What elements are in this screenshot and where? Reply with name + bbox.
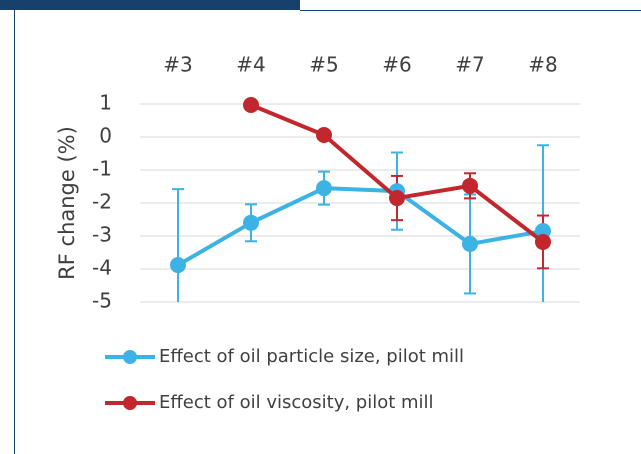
- x-tick-label: #3: [163, 53, 192, 77]
- data-point: [243, 214, 259, 231]
- y-tick-label: 1: [99, 91, 112, 115]
- y-tick-label: -4: [92, 256, 112, 280]
- x-tick-label: #5: [309, 53, 338, 77]
- y-tick-label: -2: [92, 190, 112, 214]
- data-point: [316, 180, 332, 197]
- legend-label: Effect of oil viscosity, pilot mill: [159, 392, 434, 413]
- data-point: [316, 127, 332, 144]
- legend-marker: [123, 396, 137, 410]
- y-tick-label: -1: [92, 157, 112, 181]
- marks: [170, 96, 551, 274]
- data-point: [243, 96, 259, 113]
- x-tick-label: #8: [528, 53, 557, 77]
- y-axis-label: RF change (%): [55, 126, 79, 280]
- legend-marker: [123, 350, 137, 364]
- x-tick-label: #6: [382, 53, 411, 77]
- y-tick-label: -3: [92, 223, 112, 247]
- grid: [140, 103, 580, 303]
- data-point: [462, 177, 478, 194]
- y-tick-label: 0: [99, 124, 112, 148]
- legend-label: Effect of oil particle size, pilot mill: [159, 346, 464, 367]
- data-point: [389, 190, 405, 207]
- header-tab: [0, 0, 300, 10]
- x-tick-label: #7: [455, 53, 484, 77]
- data-point: [170, 257, 186, 274]
- data-point: [462, 235, 478, 252]
- y-tick-label: -5: [92, 289, 112, 313]
- x-tick-label: #4: [236, 53, 265, 77]
- series-line: [176, 186, 544, 267]
- error-bars: [172, 144, 549, 302]
- data-point: [535, 233, 551, 250]
